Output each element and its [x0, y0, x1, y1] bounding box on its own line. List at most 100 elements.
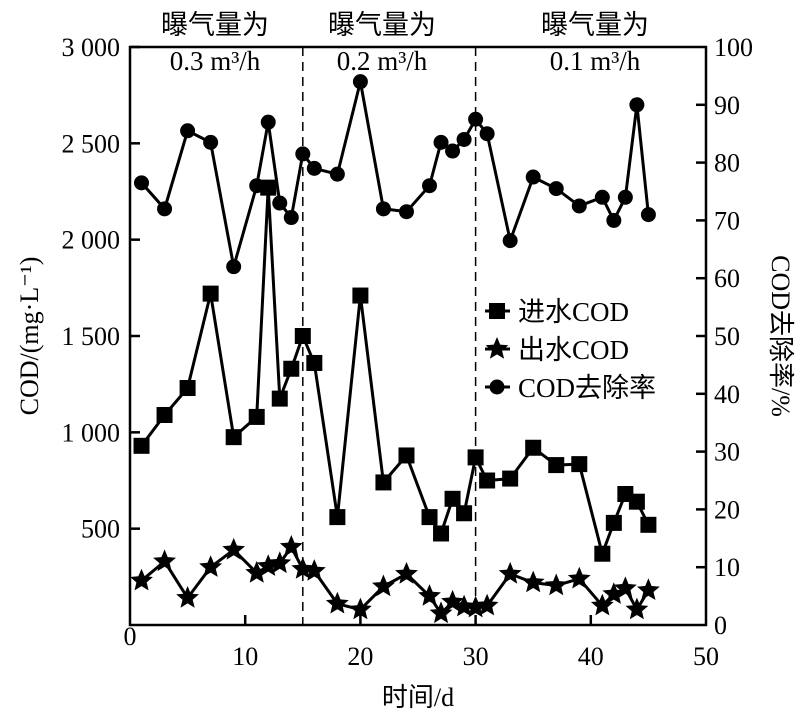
x-tick-label: 50	[693, 642, 719, 671]
data-point-star	[372, 574, 395, 597]
data-point-square	[502, 470, 519, 487]
data-point-square	[329, 509, 346, 526]
data-point-circle	[375, 201, 391, 217]
data-point-circle	[352, 74, 368, 90]
data-point-circle	[134, 175, 150, 191]
data-point-circle	[203, 134, 219, 150]
y-tick-label: 2 000	[62, 226, 121, 255]
data-point-square	[283, 360, 300, 377]
y2-tick-label: 80	[714, 149, 740, 178]
data-point-square	[352, 287, 369, 304]
data-point-circle	[272, 195, 288, 211]
y2-axis-label: COD去除率/%	[766, 255, 795, 417]
data-point-circle	[329, 166, 345, 182]
y2-tick-label: 20	[714, 495, 740, 524]
data-point-circle	[617, 189, 633, 205]
data-point-star	[325, 591, 349, 614]
data-point-square	[271, 390, 288, 407]
data-point-circle	[306, 160, 322, 176]
data-point-square	[306, 354, 323, 371]
data-point-square	[479, 472, 496, 489]
data-point-circle	[456, 131, 472, 147]
data-point-star	[452, 594, 476, 617]
data-point-circle	[433, 134, 449, 150]
data-point-star	[176, 586, 199, 608]
data-point-circle	[640, 207, 656, 223]
data-point-circle	[283, 210, 299, 226]
legend: 进水COD 出水COD COD去除率	[485, 297, 656, 403]
y-tick-label: 3 000	[62, 33, 121, 62]
data-point-star	[302, 559, 326, 581]
data-point-square	[525, 439, 542, 456]
y2-tick-label: 40	[714, 380, 740, 409]
data-point-circle	[260, 114, 276, 130]
x-tick-label: 20	[347, 642, 373, 671]
x-tick-label: 40	[578, 642, 604, 671]
svg-text:曝气量为: 曝气量为	[161, 10, 269, 40]
legend-star-icon	[485, 337, 509, 359]
data-point-star	[637, 578, 660, 600]
data-point-square	[433, 525, 450, 542]
data-point-star	[268, 551, 292, 574]
data-point-square	[628, 493, 645, 510]
data-point-square	[421, 509, 438, 526]
data-point-star	[130, 568, 153, 591]
data-point-circle	[157, 201, 173, 217]
y2-tick-label: 30	[714, 438, 740, 467]
series-line-3	[140, 81, 650, 268]
y2-tick-label: 70	[714, 206, 740, 235]
data-point-star	[199, 555, 223, 577]
data-point-circle	[525, 169, 541, 185]
y-tick-label: 1 500	[62, 322, 121, 351]
data-point-circle	[571, 198, 587, 214]
x-tick-label: 10	[232, 642, 258, 671]
data-point-square	[605, 514, 622, 531]
data-point-star	[613, 576, 637, 599]
y-tick-label: 2 500	[62, 129, 121, 158]
legend-label: 出水COD	[518, 335, 629, 365]
y2-tick-label: 10	[714, 553, 740, 582]
y2-tick-label: 0	[714, 611, 727, 640]
data-point-circle	[422, 178, 438, 194]
legend-circle-icon	[489, 379, 505, 395]
data-point-star	[602, 582, 626, 604]
data-point-circle	[249, 178, 265, 194]
data-point-square	[202, 285, 219, 302]
data-point-star	[429, 601, 453, 624]
data-point-star	[625, 597, 649, 620]
data-point-square	[594, 545, 611, 562]
y2-tick-label: 90	[714, 91, 740, 120]
y2-tick-label: 100	[714, 33, 753, 62]
data-point-star	[418, 584, 441, 606]
y-axis-label: COD/(mg·L⁻¹)	[15, 257, 44, 416]
data-point-star	[222, 537, 246, 560]
data-point-square	[398, 447, 415, 464]
series-line-2	[140, 544, 650, 616]
data-point-star	[245, 561, 269, 583]
x-tick-label: 30	[463, 642, 489, 671]
data-point-circle	[295, 146, 311, 162]
y2-tick-label: 60	[714, 264, 740, 293]
data-point-square	[133, 437, 150, 454]
data-point-square	[225, 429, 242, 446]
annotation-3: 曝气量为 0.1 m³/h	[541, 10, 649, 76]
data-point-circle	[502, 233, 518, 249]
data-point-square	[248, 408, 265, 425]
svg-text:0.3 m³/h: 0.3 m³/h	[170, 46, 261, 76]
legend-label: COD去除率	[518, 373, 656, 403]
data-point-square	[156, 406, 173, 423]
data-point-circle	[445, 143, 461, 159]
svg-text:0.1 m³/h: 0.1 m³/h	[550, 46, 641, 76]
data-point-square	[467, 449, 484, 466]
data-point-star	[521, 570, 545, 593]
data-point-circle	[226, 259, 242, 275]
data-point-square	[571, 456, 588, 473]
x-tick-label: 0	[124, 622, 137, 651]
data-point-star	[279, 535, 303, 557]
data-point-circle	[606, 212, 622, 228]
data-point-circle	[548, 181, 564, 197]
series-line-1	[140, 187, 650, 559]
y-tick-label: 500	[81, 515, 120, 544]
y2-tick-label: 50	[714, 322, 740, 351]
